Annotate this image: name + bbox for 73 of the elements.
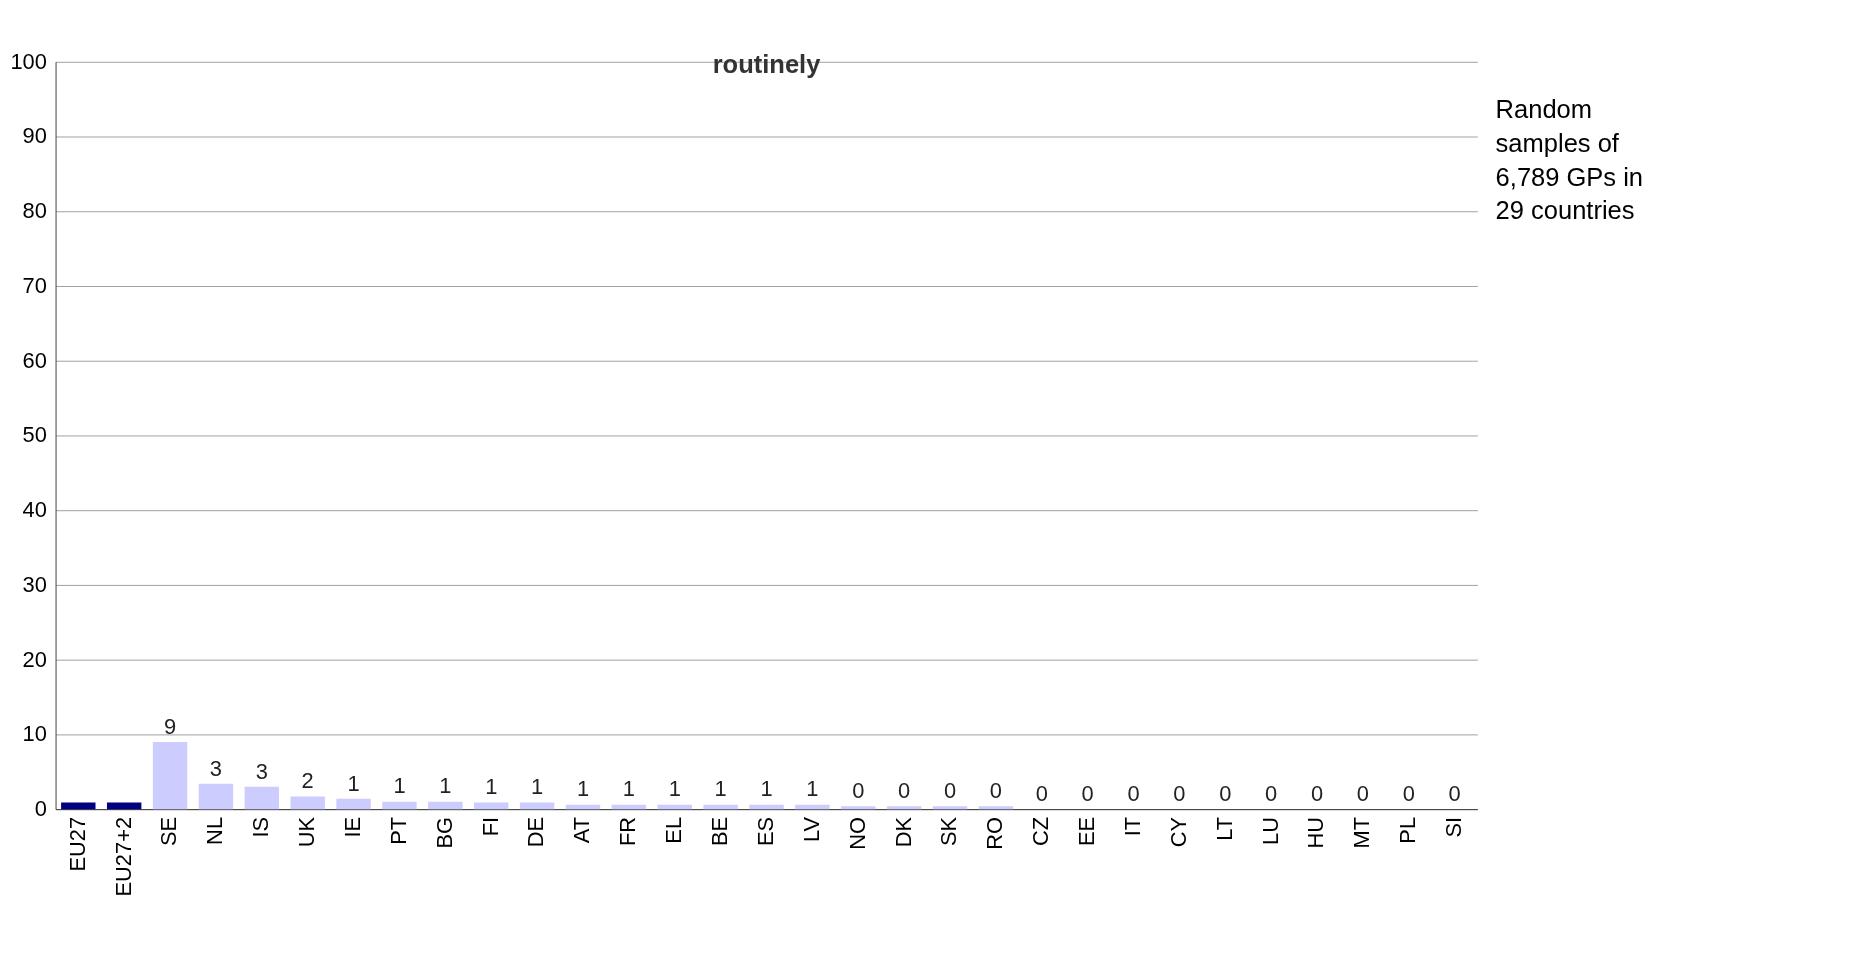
x-tick-label: UK: [294, 816, 320, 848]
y-tick-label: 70: [22, 272, 47, 298]
x-tick-label: EL: [661, 816, 687, 844]
y-tick-label: 30: [22, 571, 47, 597]
data-label: 1: [668, 776, 681, 802]
data-label: 1: [760, 776, 773, 802]
data-label: 0: [1127, 780, 1140, 806]
x-tick-label: ES: [752, 816, 778, 847]
data-label: 1: [806, 776, 819, 802]
y-tick-label: 90: [22, 123, 47, 149]
x-tick-label: PL: [1395, 816, 1421, 844]
x-tick-label: FR: [615, 816, 641, 847]
x-tick-label: CZ: [1028, 816, 1054, 847]
data-label: 0: [1173, 780, 1186, 806]
data-label: 0: [1402, 780, 1415, 806]
data-label: 1: [531, 774, 544, 800]
x-tick-label: EU27+2: [110, 816, 136, 897]
data-label: 0: [1081, 780, 1094, 806]
x-tick-label: CY: [1165, 816, 1191, 848]
x-tick-label: PT: [385, 816, 411, 845]
data-label: 0: [989, 777, 1002, 803]
x-tick-label: HU: [1303, 816, 1329, 849]
x-tick-label: IT: [1119, 816, 1145, 837]
y-tick-label: 40: [22, 497, 47, 523]
x-tick-label: FI: [477, 816, 503, 837]
x-tick-label: MT: [1349, 816, 1375, 849]
data-label: 1: [347, 770, 360, 796]
data-label: 0: [1356, 780, 1369, 806]
x-tick-label: LT: [1211, 816, 1237, 841]
data-label: 0: [1219, 780, 1232, 806]
data-label: 0: [1035, 780, 1048, 806]
x-tick-label: BE: [706, 816, 732, 847]
y-tick-label: 50: [22, 422, 47, 448]
data-label: 3: [209, 755, 223, 781]
data-label: 1: [393, 773, 406, 799]
y-tick-label: 10: [22, 721, 47, 747]
x-tick-label: SI: [1441, 816, 1467, 838]
x-tick-label: IE: [339, 816, 365, 838]
data-label: 1: [622, 776, 635, 802]
data-label: 1: [576, 776, 590, 802]
x-tick-label: NL: [202, 816, 228, 845]
data-label: 0: [1265, 780, 1278, 806]
chart-title: routinely: [712, 49, 822, 78]
x-tick-label: EU27: [64, 816, 90, 872]
x-tick-label: DE: [523, 816, 549, 848]
data-label: 0: [852, 777, 865, 803]
x-tick-label: EE: [1074, 816, 1100, 847]
data-label: 1: [714, 776, 727, 802]
data-label: 1: [485, 774, 498, 800]
x-tick-label: BG: [431, 816, 457, 849]
x-tick-label: SE: [156, 816, 182, 847]
text: Random samples of 6,789 GPs in 29 countries: [1495, 95, 1644, 225]
x-tick-label: RO: [982, 816, 1008, 850]
x-tick-label: LU: [1257, 816, 1283, 845]
x-tick-label: DK: [890, 816, 916, 848]
y-tick-label: 80: [22, 198, 47, 224]
x-tick-label: IS: [248, 816, 274, 838]
x-tick-label: LV: [798, 816, 824, 843]
x-tick-label: AT: [569, 816, 595, 844]
x-tick-label: SK: [936, 816, 962, 847]
x-tick-label: NO: [844, 816, 870, 850]
data-label: 0: [1310, 780, 1324, 806]
data-label: 0: [898, 777, 911, 803]
data-label: 0: [1448, 780, 1461, 806]
y-tick-label: 60: [22, 347, 47, 373]
data-label: 0: [943, 777, 957, 803]
data-label: 1: [439, 773, 452, 799]
data-label: 2: [301, 768, 314, 794]
y-tick-label: 0: [34, 796, 47, 822]
data-label: 3: [255, 758, 268, 784]
y-tick-label: 100: [10, 48, 47, 74]
data-label: 9: [163, 713, 177, 739]
y-tick-label: 20: [22, 646, 47, 672]
